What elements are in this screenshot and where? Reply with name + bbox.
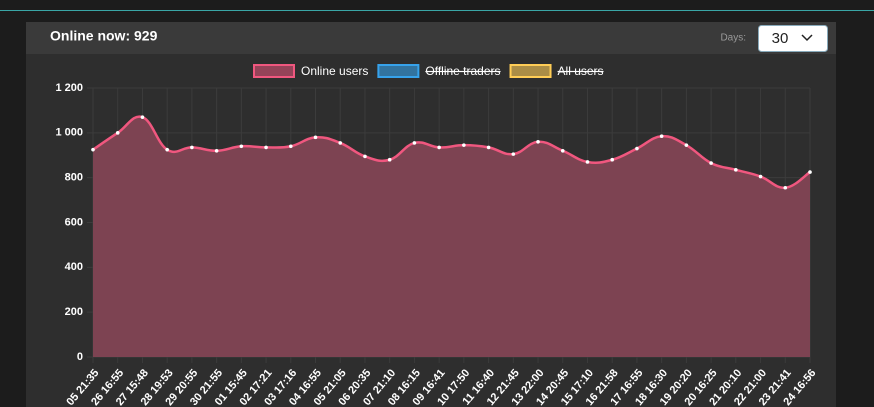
point [610,157,615,162]
point [536,140,540,144]
point [635,146,639,151]
point [486,145,491,150]
point [115,131,120,135]
point [412,141,417,145]
y-tick-label: 200 [65,306,83,318]
y-tick-label: 600 [65,216,83,228]
point [313,135,318,140]
point [585,160,590,164]
line [92,115,811,190]
legend-label: All users [558,64,604,78]
point [437,145,441,150]
chevron[interactable] [801,34,813,42]
y-tick-label: 400 [65,261,83,273]
days-value[interactable]: 30 [772,30,789,47]
days-label: Days: [720,33,746,44]
point [338,141,343,145]
days-select-box[interactable] [758,25,828,52]
legend-swatch [253,64,295,78]
point [288,144,293,149]
point [462,143,466,147]
y-tick-label: 1 200 [55,82,83,94]
legend-label: Offline traders [425,64,500,78]
point [214,148,219,153]
point [783,185,788,190]
point [363,154,367,159]
point [758,174,763,179]
online-now: Online now: 929 [50,28,158,44]
point [165,147,169,152]
point [387,157,392,162]
y-tick-label: 1 000 [55,127,83,139]
point [140,115,145,119]
point [709,161,713,165]
point [264,145,268,150]
point [659,134,664,138]
point [560,148,565,153]
point [511,152,516,156]
legend-swatch [509,64,552,78]
days-select[interactable]: 30 [758,25,828,52]
legend-swatch [377,64,420,78]
point [684,143,689,147]
point [91,147,95,152]
panel-header [26,22,836,54]
legend-label: Online users [301,64,368,78]
point [808,170,812,174]
area [93,116,810,357]
point [239,144,244,149]
y-tick-label: 800 [65,172,83,184]
y-tick-label: 0 [77,351,83,363]
point [734,168,738,172]
point [190,145,194,150]
